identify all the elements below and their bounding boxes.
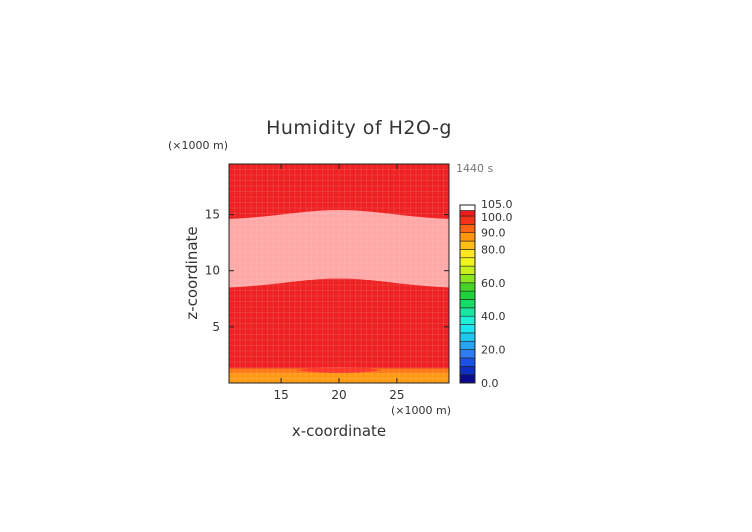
- x-axis-ticks: 15 20 25: [273, 164, 405, 402]
- colorbar-frame: [459, 204, 476, 384]
- colorbar-band: [459, 282, 476, 292]
- colorbar-band: [459, 324, 476, 334]
- colorbar-band: [459, 365, 476, 375]
- plot-area: 15 20 25 5 10 15: [205, 163, 450, 402]
- colorbar-label: 80.0: [481, 243, 506, 256]
- x-tick-label: 20: [331, 388, 346, 402]
- colorbar-label: 105.0: [481, 198, 513, 211]
- x-axis-label: x-coordinate: [292, 422, 386, 440]
- colorbar-band: [459, 349, 476, 359]
- colorbar-label: 60.0: [481, 277, 506, 290]
- colorbar-band: [459, 204, 476, 211]
- colorbar-band: [459, 210, 476, 217]
- colorbar-band: [459, 290, 476, 300]
- colorbar-band: [459, 332, 476, 342]
- y-axis-ticks: 5 10 15: [205, 208, 449, 334]
- colorbar-band: [459, 307, 476, 317]
- colorbar-band: [459, 357, 476, 367]
- colorbar-band: [459, 240, 476, 250]
- colorbar-label: 0.0: [481, 377, 499, 390]
- colorbar-band: [459, 374, 476, 384]
- colorbar-band: [459, 249, 476, 259]
- x-unit-label: (×1000 m): [391, 404, 451, 417]
- colorbar-label: 40.0: [481, 310, 506, 323]
- colorbar-label: 90.0: [481, 227, 506, 240]
- colorbar-band: [459, 274, 476, 284]
- colorbar-band: [459, 224, 476, 234]
- colorbar-band: [459, 265, 476, 275]
- y-tick-label: 10: [205, 264, 220, 278]
- lower-cloud-core: [296, 367, 382, 374]
- y-tick-label: 5: [212, 320, 220, 334]
- colorbar-band: [459, 257, 476, 267]
- colorbar-label: 20.0: [481, 344, 506, 357]
- near-surface-layer: [229, 372, 449, 383]
- x-tick-label: 15: [273, 388, 288, 402]
- colorbar-band: [459, 340, 476, 350]
- supersaturated-band: [229, 210, 449, 288]
- time-label: 1440 s: [456, 162, 493, 175]
- colorbar-band: [459, 232, 476, 242]
- grid-lines: [229, 164, 449, 383]
- colorbar-band: [459, 215, 476, 225]
- y-unit-label: (×1000 m): [168, 139, 228, 152]
- y-axis-label: z-coordinate: [183, 226, 201, 319]
- colorbar-label: 100.0: [481, 211, 513, 224]
- colorbar-band: [459, 299, 476, 309]
- colorbar-band: [459, 315, 476, 325]
- x-tick-label: 25: [389, 388, 404, 402]
- y-tick-label: 15: [205, 208, 220, 222]
- chart-title: Humidity of H2O-g: [266, 117, 452, 139]
